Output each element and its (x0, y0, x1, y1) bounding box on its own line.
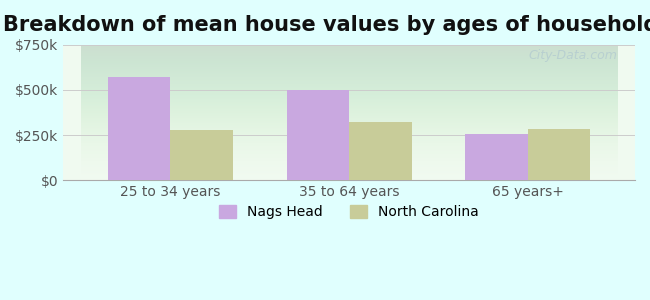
Bar (349, 122, 411, 180)
Title: Breakdown of mean house values by ages of householders: Breakdown of mean house values by ages o… (3, 15, 650, 35)
Bar (465, 134, 528, 180)
Legend: Nags Head, North Carolina: Nags Head, North Carolina (214, 200, 484, 225)
Bar (287, 90, 349, 180)
Text: City-Data.com: City-Data.com (529, 49, 618, 62)
Bar (170, 130, 233, 180)
Bar (108, 77, 170, 180)
Bar (528, 129, 590, 180)
